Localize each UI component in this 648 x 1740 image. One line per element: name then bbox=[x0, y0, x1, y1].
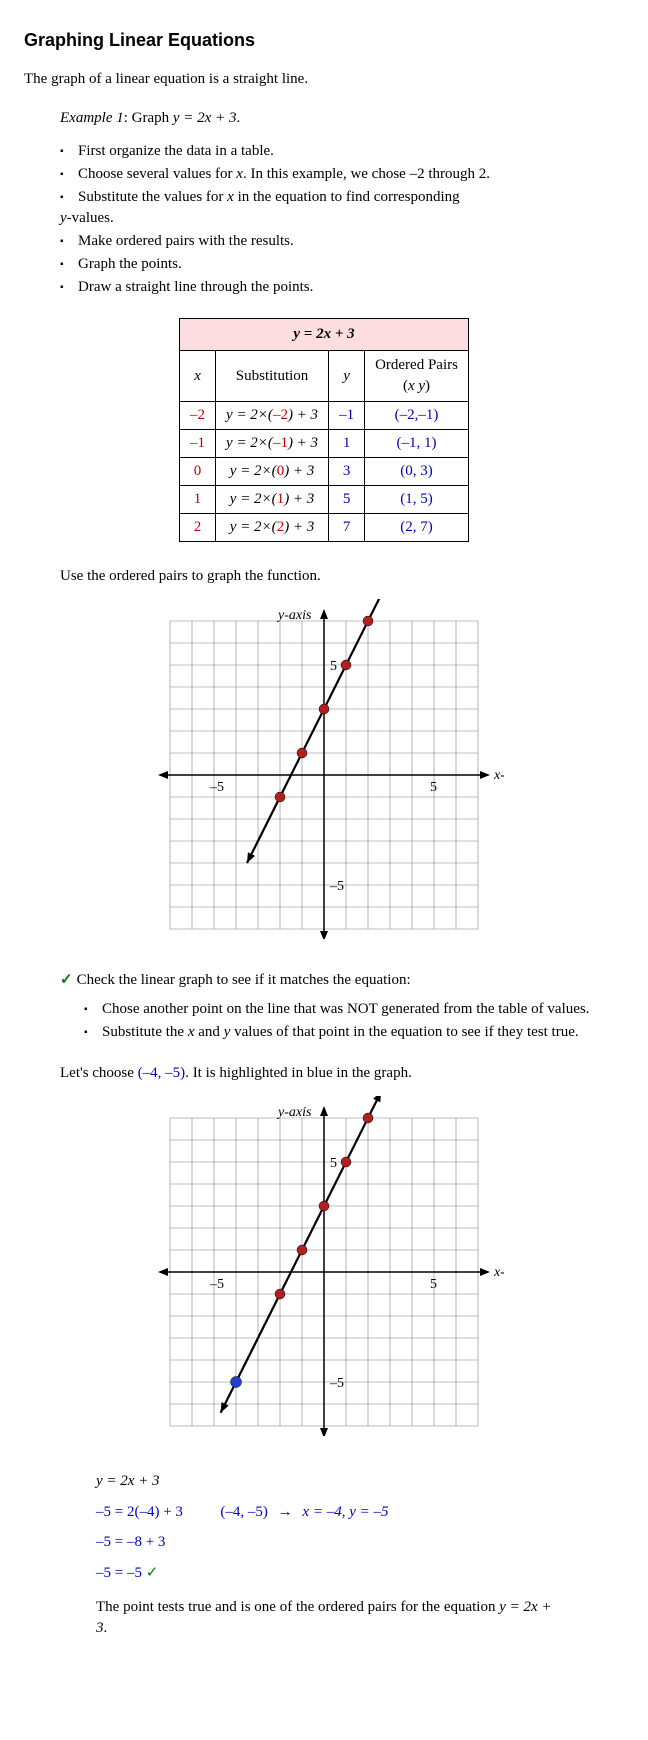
values-table: y = 2x + 3 x Substitution y Ordered Pair… bbox=[179, 318, 469, 542]
table-row: 0y = 2×(0) + 33(0, 3) bbox=[180, 458, 469, 486]
var-y: y bbox=[60, 210, 67, 226]
verify-line: –5 = –8 + 3 bbox=[96, 1528, 624, 1557]
t: The point tests true and is one of the o… bbox=[96, 1599, 499, 1615]
var-x: x bbox=[188, 1024, 195, 1040]
svg-text:5: 5 bbox=[430, 780, 437, 795]
check-steps: Chose another point on the line that was… bbox=[84, 999, 624, 1043]
step-tail: . In this example, we chose –2 through 2… bbox=[243, 166, 490, 182]
chosen-point: (–4, –5) bbox=[138, 1065, 186, 1081]
check-heading: Check the linear graph to see if it matc… bbox=[60, 970, 624, 991]
use-pairs-text: Use the ordered pairs to graph the funct… bbox=[60, 566, 624, 587]
check-step: Substitute the x and y values of that po… bbox=[84, 1022, 624, 1043]
svg-text:y-axis: y-axis bbox=[276, 1105, 312, 1120]
example-colon: : Graph bbox=[124, 110, 173, 126]
var-x: x bbox=[236, 166, 243, 182]
steps-list: First organize the data in a table. Choo… bbox=[60, 141, 624, 298]
step-tail: -values. bbox=[67, 210, 114, 226]
verification-math: y = 2x + 3 –5 = 2(–4) + 3 (–4, –5) → x =… bbox=[96, 1467, 624, 1587]
col-pairs: Ordered Pairs(x y) bbox=[365, 351, 469, 402]
verify-line: –5 = 2(–4) + 3 (–4, –5) → x = –4, y = –5 bbox=[96, 1498, 624, 1527]
col-sub: Substitution bbox=[216, 351, 329, 402]
svg-text:–5: –5 bbox=[329, 1376, 344, 1391]
t: . bbox=[104, 1620, 108, 1636]
page-title: Graphing Linear Equations bbox=[24, 28, 624, 53]
step-item: Graph the points. bbox=[60, 254, 624, 275]
step-item: Make ordered pairs with the results. bbox=[60, 231, 624, 252]
check-icon: ✓ bbox=[146, 1565, 159, 1581]
var-x: x bbox=[227, 189, 234, 205]
verify-eq: y = 2x + 3 bbox=[96, 1467, 624, 1496]
col-x: x bbox=[180, 351, 216, 402]
intro-text: The graph of a linear equation is a stra… bbox=[24, 69, 624, 90]
example-label: Example 1 bbox=[60, 110, 124, 126]
table-row: 2y = 2×(2) + 37(2, 7) bbox=[180, 514, 469, 542]
col-y: y bbox=[329, 351, 365, 402]
t: and bbox=[195, 1024, 224, 1040]
step-text: Choose several values for bbox=[78, 166, 236, 182]
step-text: Substitute the values for bbox=[78, 189, 227, 205]
svg-text:–5: –5 bbox=[329, 879, 344, 894]
table-row: –2y = 2×(–2) + 3–1(–2,–1) bbox=[180, 402, 469, 430]
svg-text:5: 5 bbox=[330, 1156, 337, 1171]
table-row: 1y = 2×(1) + 35(1, 5) bbox=[180, 486, 469, 514]
svg-text:y-axis: y-axis bbox=[276, 608, 312, 623]
example-equation: y = 2x + 3 bbox=[173, 110, 237, 126]
svg-text:x-axis: x-axis bbox=[493, 1265, 504, 1280]
example-suffix: . bbox=[236, 110, 240, 126]
step-mid: in the equation to find corresponding bbox=[234, 189, 460, 205]
check-step: Chose another point on the line that was… bbox=[84, 999, 624, 1020]
conclusion: The point tests true and is one of the o… bbox=[96, 1597, 564, 1639]
graph-1: –5 5 5 –5 x-axis y-axis bbox=[24, 599, 624, 946]
step-item: Draw a straight line through the points. bbox=[60, 277, 624, 298]
verify-line: –5 = –5 ✓ bbox=[96, 1559, 624, 1588]
svg-text:5: 5 bbox=[330, 659, 337, 674]
table-row: –1y = 2×(–1) + 31(–1, 1) bbox=[180, 430, 469, 458]
step-item: Substitute the values for x in the equat… bbox=[60, 187, 624, 229]
svg-text:–5: –5 bbox=[209, 1277, 224, 1292]
svg-text:5: 5 bbox=[430, 1277, 437, 1292]
example-line: Example 1: Graph y = 2x + 3. bbox=[60, 108, 624, 129]
t: values of that point in the equation to … bbox=[230, 1024, 578, 1040]
svg-text:–5: –5 bbox=[209, 780, 224, 795]
t: Substitute the bbox=[102, 1024, 188, 1040]
step-item: Choose several values for x. In this exa… bbox=[60, 164, 624, 185]
t: . It is highlighted in blue in the graph… bbox=[185, 1065, 412, 1081]
t: Let's choose bbox=[60, 1065, 138, 1081]
lets-choose: Let's choose (–4, –5). It is highlighted… bbox=[60, 1063, 624, 1084]
step-item: First organize the data in a table. bbox=[60, 141, 624, 162]
svg-text:x-axis: x-axis bbox=[493, 768, 504, 783]
graph-2: –5 5 5 –5 x-axis y-axis bbox=[24, 1096, 624, 1443]
table-equation-header: y = 2x + 3 bbox=[180, 319, 469, 351]
